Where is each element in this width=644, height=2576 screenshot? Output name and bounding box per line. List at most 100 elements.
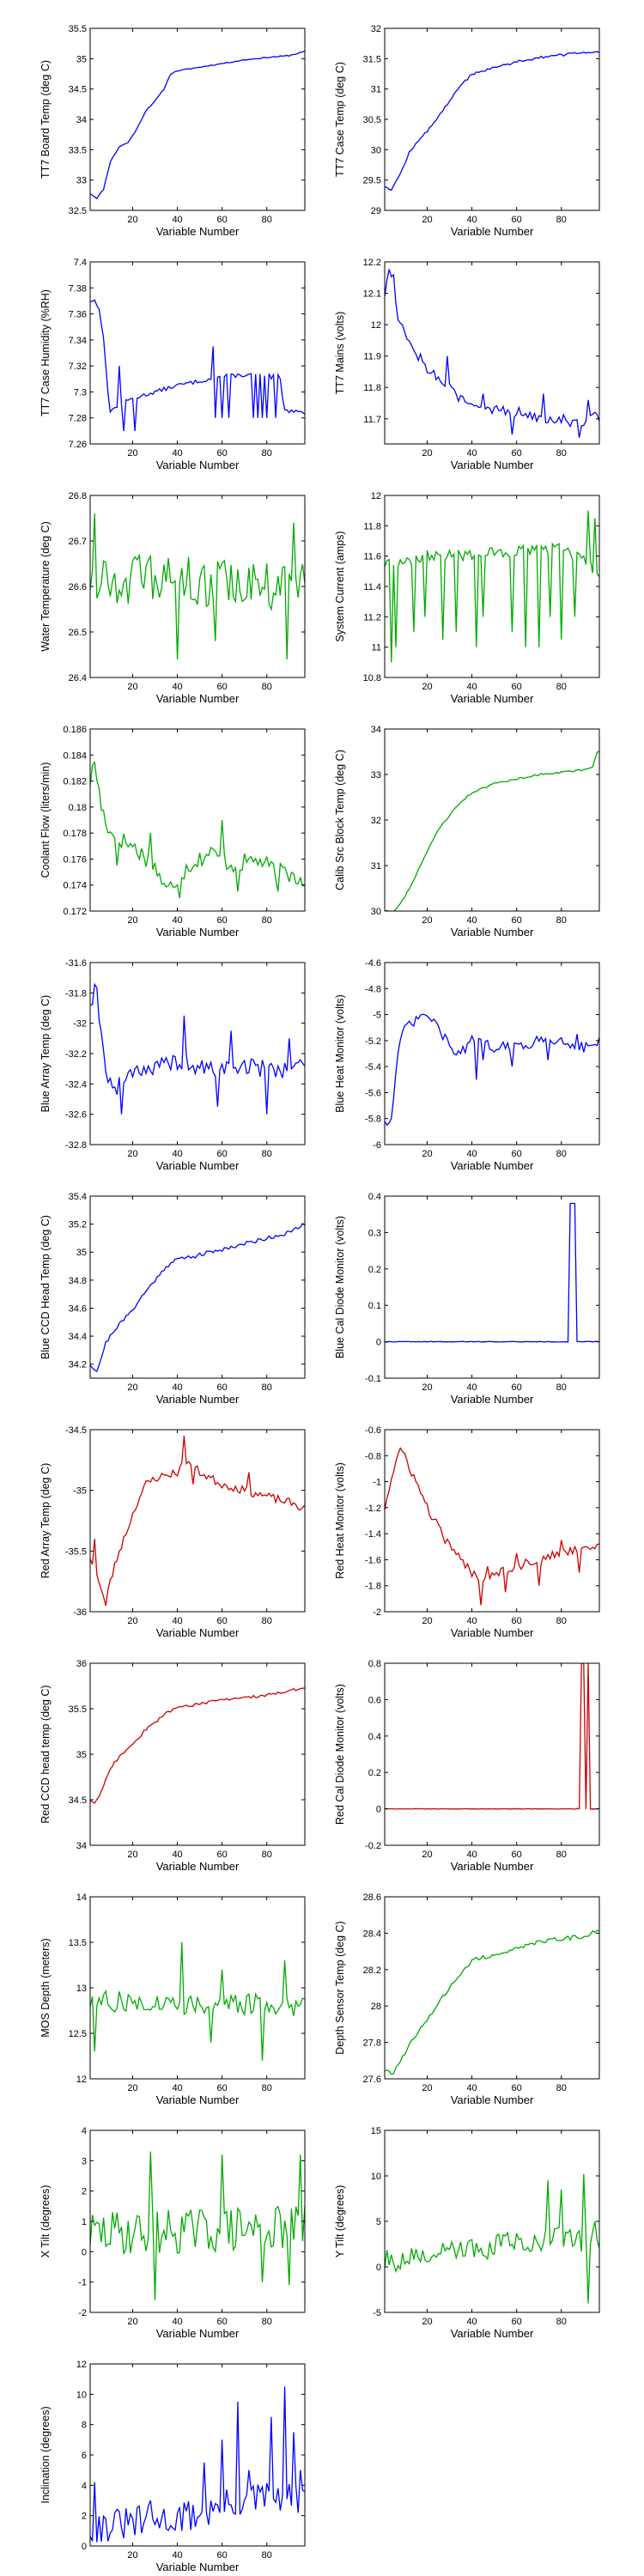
x-tick-label: 80 xyxy=(262,215,272,225)
plot-frame xyxy=(89,1896,306,2080)
y-tick-label: 8 xyxy=(82,2421,87,2431)
y-tick-label: 26.5 xyxy=(69,628,87,638)
y-tick-label: -5.4 xyxy=(365,1062,381,1072)
y-tick-label: 13.5 xyxy=(69,1938,87,1948)
y-tick-label: -32 xyxy=(73,1019,87,1030)
plot-frame xyxy=(384,261,600,445)
x-tick-label: 80 xyxy=(262,1382,272,1393)
x-tick-label: 60 xyxy=(217,1149,228,1159)
plot-frame xyxy=(89,728,306,912)
x-tick-label: 20 xyxy=(422,2317,432,2327)
y-tick-label: 12 xyxy=(76,2360,87,2370)
x-tick-label: 40 xyxy=(466,448,477,459)
chart-panel-5: 20 40 60 80 26.4 26.5 26.6 26.7 26.8 Variable Num… xyxy=(39,491,306,705)
y-tick-label: 12.1 xyxy=(363,289,381,300)
x-tick-label: 20 xyxy=(422,682,432,692)
x-tick-label: 20 xyxy=(127,915,137,926)
y-tick-label: -0.2 xyxy=(365,1841,381,1851)
x-tick-label: 40 xyxy=(466,915,477,926)
x-tick-label: 80 xyxy=(556,1382,567,1393)
x-tick-label: 60 xyxy=(512,215,522,225)
y-tick-label: 31.5 xyxy=(363,54,381,64)
y-tick-label: 0.186 xyxy=(63,725,87,735)
y-tick-label: -5.2 xyxy=(365,1036,381,1047)
x-tick-label: 40 xyxy=(172,448,182,459)
y-tick-label: 32 xyxy=(371,816,381,826)
y-tick-label: 0.1 xyxy=(368,1301,381,1311)
plot-frame xyxy=(384,962,600,1145)
y-tick-label: -32.4 xyxy=(65,1079,87,1090)
x-tick-label: 80 xyxy=(556,2083,567,2093)
y-tick-label: 0.4 xyxy=(368,1192,381,1202)
y-tick-label: 7.32 xyxy=(69,361,87,372)
x-axis-label: Variable Number xyxy=(156,1159,240,1172)
y-tick-label: -32.8 xyxy=(65,1140,87,1151)
x-tick-label: 60 xyxy=(217,1382,228,1393)
y-tick-label: 11.8 xyxy=(363,383,381,393)
y-axis-label: MOS Depth (meters) xyxy=(39,1938,52,2037)
plot-frame xyxy=(89,2129,306,2313)
y-tick-label: 7.26 xyxy=(69,440,87,450)
y-axis-label: Calib Src Block Temp (deg C) xyxy=(334,750,346,890)
y-axis-label: Blue CCD Head Temp (deg C) xyxy=(39,1215,52,1359)
y-tick-label: 32 xyxy=(371,24,381,34)
x-axis-label: Variable Number xyxy=(451,459,534,471)
x-tick-label: 40 xyxy=(172,915,182,926)
x-tick-label: 20 xyxy=(127,1616,137,1626)
y-tick-label: 10 xyxy=(371,2172,381,2182)
y-tick-label: 7.3 xyxy=(74,387,87,398)
y-axis-label: Inclination (degrees) xyxy=(39,2406,52,2503)
y-tick-label: 0.8 xyxy=(368,1659,381,1669)
x-axis-label: Variable Number xyxy=(451,926,534,939)
series-line xyxy=(90,1436,305,1607)
plot-frame xyxy=(384,1195,600,1379)
x-tick-label: 40 xyxy=(172,2083,182,2093)
x-axis-label: Variable Number xyxy=(451,1393,534,1406)
y-tick-label: 35 xyxy=(76,54,87,64)
y-tick-label: -4.8 xyxy=(365,984,381,994)
y-tick-label: 0.184 xyxy=(63,750,87,761)
x-axis-label: Variable Number xyxy=(156,692,240,705)
chart-panel-1: 20 40 60 80 32.5 33 33.5 34 34.5 35 35.5 Variable N… xyxy=(39,24,306,238)
y-tick-label: 0.172 xyxy=(63,907,87,917)
y-tick-label: 11.2 xyxy=(363,612,381,623)
x-axis-label: Variable Number xyxy=(451,2093,534,2106)
y-tick-label: -2 xyxy=(78,2308,87,2318)
chart-panel-20: 20 40 60 80 -5 0 5 10 15 Variable Number Y Tilt (d… xyxy=(334,2126,600,2340)
x-tick-label: 40 xyxy=(172,682,182,692)
x-axis-label: Variable Number xyxy=(451,1626,534,1639)
y-tick-label: -0.1 xyxy=(365,1374,381,1384)
x-tick-label: 60 xyxy=(512,2083,522,2093)
x-tick-label: 80 xyxy=(556,448,567,459)
series-line xyxy=(90,760,305,899)
y-tick-label: -32.6 xyxy=(65,1110,87,1121)
y-axis-label: TT7 Board Temp (deg C) xyxy=(39,60,52,179)
plot-frame xyxy=(384,1662,600,1846)
y-tick-label: 14 xyxy=(76,1893,87,1903)
y-tick-label: 10 xyxy=(76,2390,87,2400)
y-tick-label: 26.8 xyxy=(69,491,87,501)
y-tick-label: 34.4 xyxy=(69,1332,87,1342)
y-axis-label: Red Array Temp (deg C) xyxy=(39,1463,52,1579)
y-axis-label: Blue Cal Diode Monitor (volts) xyxy=(334,1216,346,1358)
y-tick-label: -1.6 xyxy=(365,1555,381,1565)
y-tick-label: 34.2 xyxy=(69,1360,87,1370)
y-tick-label: 11.4 xyxy=(363,582,381,592)
x-tick-label: 80 xyxy=(556,215,567,225)
y-tick-label: 26.4 xyxy=(69,673,87,683)
chart-panel-7: 20 40 60 80 0.172 0.174 0.176 0.178 0.18 0.182 0.1… xyxy=(39,725,306,939)
y-axis-label: X Tilt (degrees) xyxy=(39,2185,52,2258)
y-tick-label: 35.4 xyxy=(69,1192,87,1202)
x-tick-label: 60 xyxy=(512,448,522,459)
y-tick-label: -31.8 xyxy=(65,988,87,999)
x-tick-label: 60 xyxy=(512,2317,522,2327)
x-tick-label: 20 xyxy=(422,1850,432,1860)
x-tick-label: 60 xyxy=(512,1149,522,1159)
y-tick-label: 0.3 xyxy=(368,1228,381,1238)
y-tick-label: 4 xyxy=(82,2126,87,2136)
plot-frame xyxy=(89,27,306,211)
chart-panel-16: 20 40 60 80 -0.2 0 0.2 0.4 0.6 0.8 Variable Number… xyxy=(334,1659,600,1873)
chart-panel-18: 20 40 60 80 27.6 27.8 28 28.2 28.4 28.6 Variable N… xyxy=(334,1893,600,2106)
x-tick-label: 60 xyxy=(217,215,228,225)
